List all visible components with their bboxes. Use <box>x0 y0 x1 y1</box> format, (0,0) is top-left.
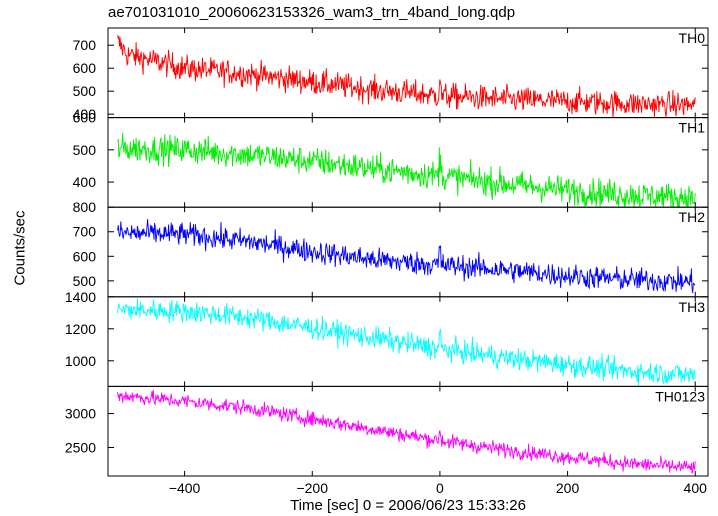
panel-label-th0: TH0 <box>679 30 706 46</box>
y-tick-label: 500 <box>73 83 97 99</box>
y-tick-label: 3000 <box>65 406 96 422</box>
panel-label-th1: TH1 <box>679 120 706 136</box>
x-tick-label: 0 <box>436 480 444 496</box>
x-tick-label: −200 <box>296 480 328 496</box>
series-line-th3 <box>117 298 696 386</box>
y-tick-label: 700 <box>73 224 97 240</box>
x-tick-label: 200 <box>556 480 580 496</box>
chart-title: ae701031010_20060623153326_wam3_trn_4ban… <box>108 4 516 21</box>
series-line-th0123 <box>117 389 696 474</box>
y-tick-label: 700 <box>73 37 97 53</box>
y-tick-label: 1200 <box>65 321 96 337</box>
panel-frame-th0123 <box>107 385 709 477</box>
y-tick-label: 1400 <box>65 289 96 305</box>
panel-label-th2: TH2 <box>679 209 706 225</box>
x-tick-label: 400 <box>684 480 708 496</box>
y-tick-label: 500 <box>73 273 97 289</box>
y-tick-label: 800 <box>73 199 97 215</box>
y-tick-label: 600 <box>73 110 97 126</box>
series-line-th1 <box>117 132 696 209</box>
y-tick-label: 400 <box>73 106 97 122</box>
series-line-th2 <box>117 219 696 294</box>
x-axis-label: Time [sec] 0 = 2006/06/23 15:33:26 <box>290 497 526 514</box>
y-tick-label: 2500 <box>65 439 96 455</box>
y-tick-label: 600 <box>73 248 97 264</box>
panel-label-th3: TH3 <box>679 299 706 315</box>
y-tick-label: 600 <box>73 60 97 76</box>
panel-frame-th2 <box>107 206 709 298</box>
panel-frame-th1 <box>107 117 709 208</box>
series-line-th0 <box>117 35 696 118</box>
y-tick-label: 500 <box>73 142 97 158</box>
x-tick-label: −400 <box>169 480 201 496</box>
y-tick-label: 400 <box>73 174 97 190</box>
y-tick-label: 1000 <box>65 353 96 369</box>
panel-label-th0123: TH0123 <box>655 388 705 404</box>
